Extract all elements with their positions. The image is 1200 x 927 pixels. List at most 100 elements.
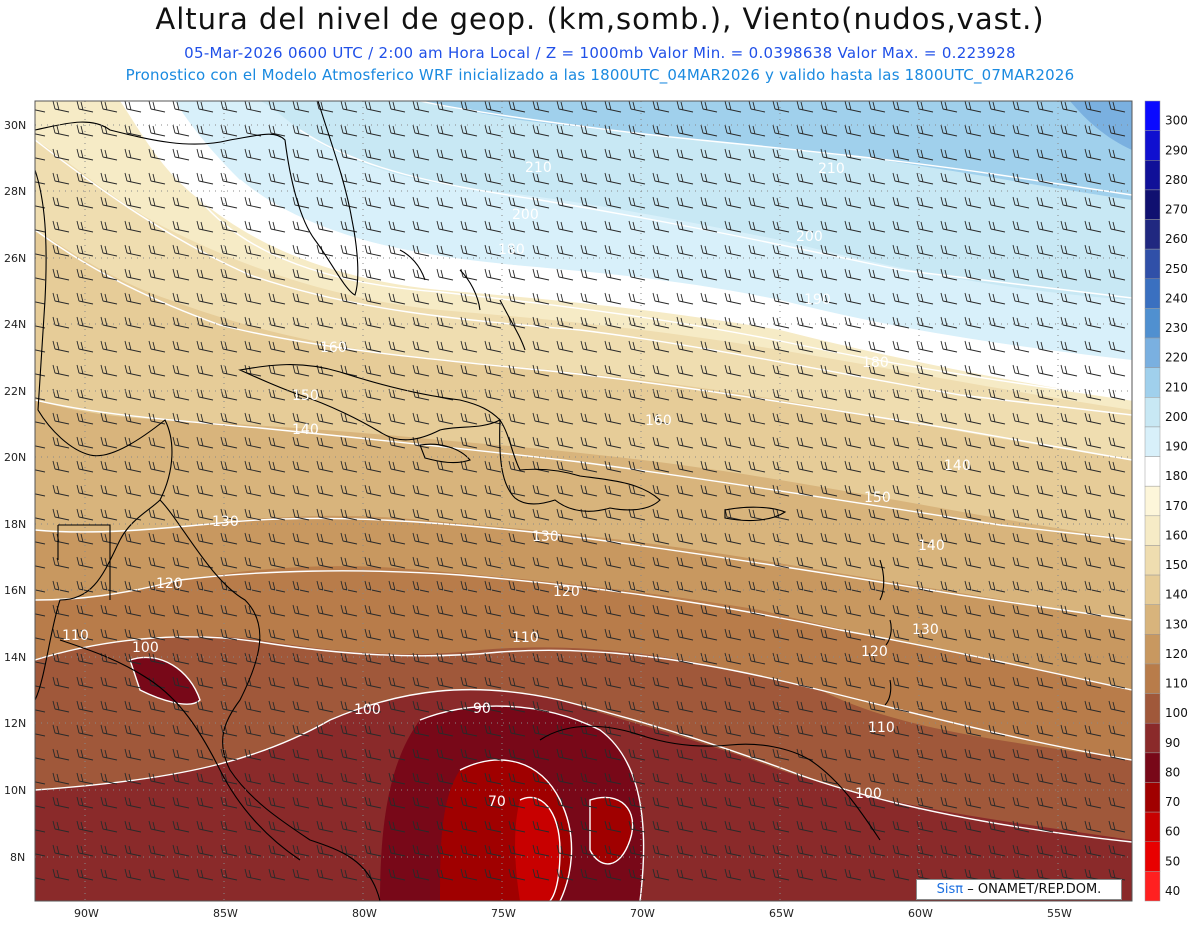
wind-barb	[412, 340, 430, 353]
wind-barb	[148, 556, 166, 569]
wind-barb	[436, 484, 454, 497]
wind-barb	[196, 196, 214, 209]
wind-barb	[892, 796, 910, 809]
wind-barb	[892, 316, 910, 329]
wind-barb	[172, 844, 190, 857]
wind-barb	[508, 604, 526, 617]
contour-label: 180	[862, 355, 889, 371]
wind-barb	[412, 556, 430, 569]
lon-label: 90W	[74, 907, 99, 920]
colorbar-swatch	[1144, 367, 1161, 398]
wind-barb	[364, 148, 382, 161]
wind-barb	[628, 196, 646, 209]
wind-barb	[988, 628, 1006, 641]
wind-barb	[844, 412, 862, 425]
wind-barb	[268, 796, 286, 809]
wind-barb	[772, 604, 790, 617]
wind-barb	[892, 292, 910, 305]
colorbar-swatch	[1144, 634, 1161, 665]
wind-barb	[460, 508, 478, 521]
wind-barb	[244, 436, 262, 449]
wind-barb	[148, 844, 166, 857]
wind-barb	[172, 772, 190, 785]
colorbar-label: 60	[1165, 825, 1180, 839]
wind-barb	[268, 436, 286, 449]
colorbar-label: 40	[1165, 884, 1180, 898]
wind-barb	[436, 676, 454, 689]
wind-barb	[964, 196, 982, 209]
lat-label: 28N	[4, 185, 26, 198]
wind-barb	[436, 148, 454, 161]
wind-barb	[604, 124, 622, 137]
colorbar-label: 130	[1165, 617, 1188, 631]
wind-barb	[484, 868, 502, 881]
wind-barb	[748, 316, 766, 329]
wind-barb	[892, 676, 910, 689]
wind-barb	[244, 172, 262, 185]
wind-barb	[268, 484, 286, 497]
wind-barb	[124, 772, 142, 785]
wind-barb	[340, 844, 358, 857]
wind-barb	[604, 772, 622, 785]
wind-barb	[868, 220, 886, 233]
wind-barb	[1012, 796, 1030, 809]
wind-barb	[364, 724, 382, 737]
wind-barb	[652, 820, 670, 833]
wind-barb	[1084, 580, 1102, 593]
wind-barb	[148, 748, 166, 761]
wind-barb	[244, 532, 262, 545]
colorbar-label: 90	[1165, 736, 1180, 750]
wind-barb	[52, 796, 70, 809]
wind-barb	[292, 724, 310, 737]
colorbar-label: 220	[1165, 351, 1188, 365]
wind-barb	[100, 292, 118, 305]
wind-barb	[268, 412, 286, 425]
wind-barb	[484, 316, 502, 329]
wind-barb	[244, 484, 262, 497]
wind-barb	[820, 676, 838, 689]
wind-barb	[340, 148, 358, 161]
wind-barb	[868, 244, 886, 257]
wind-barb	[76, 388, 94, 401]
wind-barb	[172, 556, 190, 569]
wind-barb	[628, 436, 646, 449]
wind-barb	[76, 796, 94, 809]
wind-barb	[1060, 244, 1078, 257]
contour-label: 160	[320, 340, 347, 356]
wind-barb	[844, 220, 862, 233]
wind-barb	[244, 292, 262, 305]
wind-barb	[1108, 412, 1126, 425]
wind-barb	[580, 820, 598, 833]
wind-barb	[556, 532, 574, 545]
wind-barb	[1060, 532, 1078, 545]
wind-barb	[940, 628, 958, 641]
wind-barb	[724, 268, 742, 281]
wind-barb	[436, 101, 454, 113]
wind-barb	[1060, 844, 1078, 857]
wind-barb	[484, 196, 502, 209]
wind-barb	[388, 844, 406, 857]
wind-barb	[196, 700, 214, 713]
wind-barb	[892, 604, 910, 617]
wind-barb	[268, 124, 286, 137]
wind-barb	[532, 484, 550, 497]
wind-barb	[604, 364, 622, 377]
wind-barb	[316, 460, 334, 473]
latitude-labels: 30N 28N 26N 24N 22N 20N 18N 16N 14N 12N …	[4, 119, 26, 864]
wind-barb	[700, 172, 718, 185]
wind-barb	[796, 148, 814, 161]
wind-barb	[940, 580, 958, 593]
wind-barb	[76, 868, 94, 881]
wind-barb	[196, 868, 214, 881]
wind-barb	[436, 316, 454, 329]
longitude-labels: 90W 85W 80W 75W 70W 65W 60W 55W	[74, 907, 1072, 920]
wind-barb	[508, 748, 526, 761]
wind-barb	[172, 244, 190, 257]
wind-barb	[628, 172, 646, 185]
colorbar-label: 50	[1165, 854, 1180, 868]
wind-barb	[796, 556, 814, 569]
wind-barb	[35, 804, 46, 809]
wind-barb	[1108, 340, 1126, 353]
wind-barb	[460, 172, 478, 185]
wind-barb	[508, 868, 526, 881]
